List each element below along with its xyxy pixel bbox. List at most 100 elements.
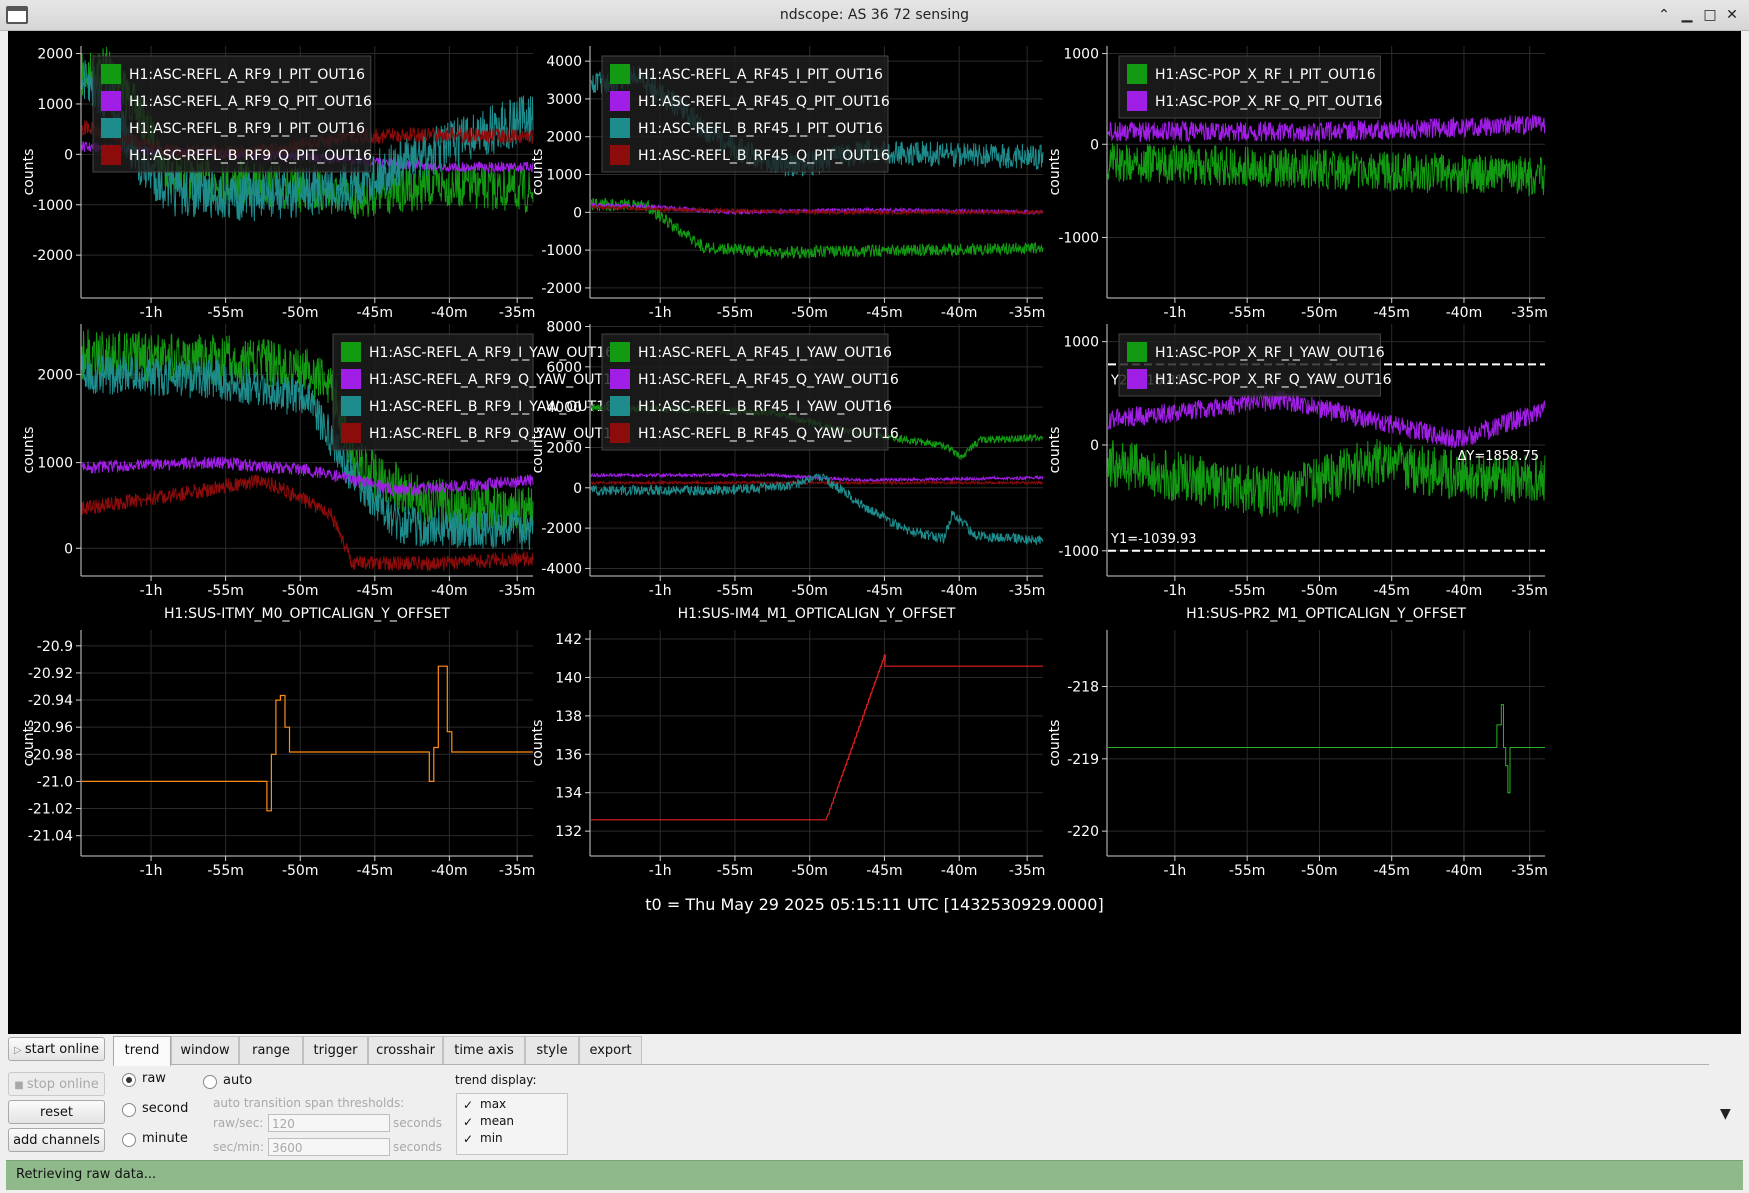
tab-crosshair[interactable]: crosshair xyxy=(368,1036,443,1064)
y-tick-label: 0 xyxy=(573,481,582,497)
x-tick-label: -55m xyxy=(207,863,244,879)
y-axis-label: counts xyxy=(21,427,37,474)
raw-sec-label: raw/sec: xyxy=(213,1116,264,1130)
plot-grid[interactable]: -1h -55m -50m -45m -40m -35m 2000 1000 0 -1000 -20… xyxy=(8,31,1741,1034)
trace-4 xyxy=(590,473,1044,545)
min-checkbox[interactable]: ✓ xyxy=(463,1132,474,1146)
legend-swatch xyxy=(610,342,630,362)
scope-area[interactable]: -1h -55m -50m -45m -40m -35m 2000 1000 0 -1000 -20… xyxy=(8,31,1741,1034)
minimize-icon[interactable]: ▁ xyxy=(1681,7,1693,23)
legend-swatch xyxy=(101,145,121,165)
plot-title: H1:SUS-IM4_M1_OPTICALIGN_Y_OFFSET xyxy=(678,606,956,622)
x-tick-label: -40m xyxy=(431,305,468,321)
x-tick-label: -1h xyxy=(140,863,163,879)
second-label: second xyxy=(142,1101,189,1116)
x-tick-label: -40m xyxy=(1446,305,1483,321)
tab-range[interactable]: range xyxy=(239,1036,303,1064)
raw-sec-input[interactable]: 120 xyxy=(268,1114,390,1132)
legend-label: H1:ASC-POP_X_RF_Q_PIT_OUT16 xyxy=(1155,94,1383,110)
tab-trigger[interactable]: trigger xyxy=(303,1036,368,1064)
plot-4: -1h -55m -50m -45m -40m -35m200010000countsH1… xyxy=(21,324,614,599)
y-tick-label: 0 xyxy=(64,541,73,557)
legend-swatch xyxy=(610,369,630,389)
close-icon[interactable]: ✕ xyxy=(1726,7,1738,23)
legend-swatch xyxy=(1127,369,1147,389)
trace-1 xyxy=(1107,438,1546,518)
trace-2 xyxy=(590,197,1044,261)
x-tick-label: -55m xyxy=(207,305,244,321)
collapse-arrow-icon[interactable]: ▼ xyxy=(1720,1106,1731,1122)
cursor-y1-label: Y1=-1039.93 xyxy=(1110,532,1197,547)
trend-display-group: ✓ max ✓ mean ✓ min xyxy=(456,1093,568,1155)
x-tick-label: -45m xyxy=(866,863,903,879)
x-tick-label: -1h xyxy=(649,305,672,321)
mean-checkbox[interactable]: ✓ xyxy=(463,1115,474,1129)
tab-window[interactable]: window xyxy=(171,1036,239,1064)
y-tick-label: 0 xyxy=(1090,137,1099,153)
x-tick-label: -50m xyxy=(791,305,828,321)
x-tick-label: -45m xyxy=(866,305,903,321)
tab-trend[interactable]: trend xyxy=(113,1036,171,1066)
y-tick-label: 1000 xyxy=(1063,335,1099,351)
x-tick-label: -35m xyxy=(1511,305,1548,321)
plot-5: -1h -55m -50m -45m -40m -35m 8000 6000 4000 2000 0… xyxy=(530,320,1045,599)
tab-style[interactable]: style xyxy=(525,1036,579,1064)
legend-label: H1:ASC-POP_X_RF_I_YAW_OUT16 xyxy=(1155,345,1385,361)
legend-swatch xyxy=(101,118,121,138)
y-axis-label: counts xyxy=(530,720,546,767)
stop-online-button[interactable]: ■ stop online xyxy=(8,1072,105,1096)
y-tick-label: 0 xyxy=(64,147,73,163)
second-radio[interactable] xyxy=(122,1103,136,1117)
legend-label: H1:ASC-REFL_B_RF45_Q_YAW_OUT16 xyxy=(638,426,899,442)
x-tick-label: -55m xyxy=(1229,863,1266,879)
legend-label: H1:ASC-REFL_A_RF9_I_PIT_OUT16 xyxy=(129,67,365,83)
minute-radio[interactable] xyxy=(122,1133,136,1147)
sec-min-units: seconds xyxy=(393,1140,443,1154)
y-tick-label: -21.02 xyxy=(28,802,73,818)
shade-icon[interactable]: ⌃ xyxy=(1658,7,1670,23)
reset-button[interactable]: reset xyxy=(8,1100,105,1124)
y-axis-label: counts xyxy=(1047,427,1063,474)
legend-swatch xyxy=(610,91,630,111)
title-bar: ndscope: AS 36 72 sensing ⌃ ▁ □ ✕ xyxy=(0,0,1749,31)
min-label: min xyxy=(480,1131,503,1145)
x-tick-label: -1h xyxy=(140,305,163,321)
raw-radio[interactable] xyxy=(122,1073,136,1087)
window-title: ndscope: AS 36 72 sensing xyxy=(779,7,970,23)
x-tick-label: -1h xyxy=(1163,583,1186,599)
x-tick-label: -35m xyxy=(1009,863,1046,879)
y-tick-label: 1000 xyxy=(546,168,582,184)
x-tick-label: -50m xyxy=(1301,583,1338,599)
x-tick-label: -1h xyxy=(1163,863,1186,879)
y-tick-label: -1000 xyxy=(541,243,582,259)
sec-min-input[interactable]: 3600 xyxy=(268,1138,390,1156)
y-tick-label: -21.0 xyxy=(37,774,73,790)
x-tick-label: -40m xyxy=(431,583,468,599)
start-online-button[interactable]: ▷ start online xyxy=(8,1037,105,1061)
x-tick-label: -50m xyxy=(791,583,828,599)
x-tick-label: -55m xyxy=(207,583,244,599)
legend-label: H1:ASC-REFL_A_RF9_Q_YAW_OUT1 xyxy=(369,372,612,388)
trend-tab-content: raw second minute auto auto transition s… xyxy=(113,1064,1709,1157)
stop-online-label: stop online xyxy=(26,1077,99,1092)
max-checkbox[interactable]: ✓ xyxy=(463,1098,474,1112)
maximize-icon[interactable]: □ xyxy=(1703,7,1717,23)
x-tick-label: -55m xyxy=(717,583,754,599)
plot-7: -1h -55m -50m -45m -40m -35m -20.9 -20.92 -20.94… xyxy=(21,606,535,879)
legend-label: H1:ASC-REFL_B_RF9_Q_YAW_OUT1 xyxy=(369,426,612,442)
plot-8: -1h -55m -50m -45m -40m -35m 142 140 138 136 134 13… xyxy=(530,606,1045,879)
auto-radio[interactable] xyxy=(203,1075,217,1089)
x-tick-label: -45m xyxy=(357,583,394,599)
tab-export[interactable]: export xyxy=(579,1036,642,1064)
legend-label: H1:ASC-REFL_B_RF45_I_PIT_OUT16 xyxy=(638,121,883,137)
add-channels-button[interactable]: add channels xyxy=(8,1128,105,1152)
trace-2 xyxy=(1107,114,1546,143)
trace-3 xyxy=(81,60,534,222)
max-label: max xyxy=(480,1097,507,1111)
x-tick-label: -40m xyxy=(1446,583,1483,599)
legend-label: H1:ASC-REFL_B_RF9_I_PIT_OUT16 xyxy=(129,121,365,137)
y-tick-label: 140 xyxy=(555,670,582,686)
x-tick-label: -55m xyxy=(1229,583,1266,599)
legend-label: H1:ASC-REFL_B_RF45_I_YAW_OUT16 xyxy=(638,399,892,415)
tab-time-axis[interactable]: time axis xyxy=(443,1036,525,1064)
